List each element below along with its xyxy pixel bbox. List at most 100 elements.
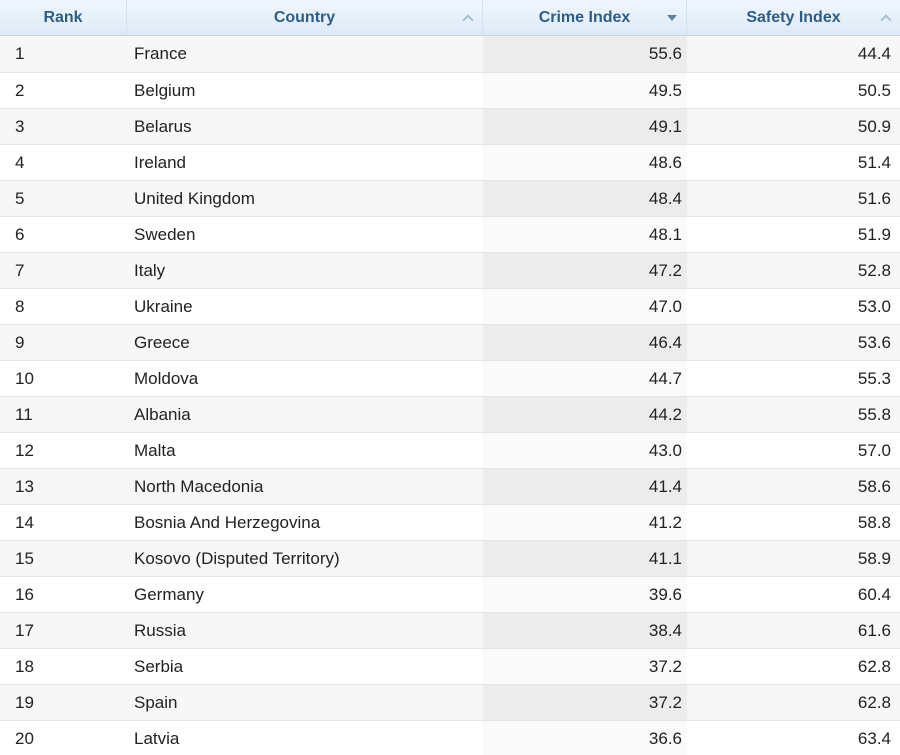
- crime-index-cell: 49.5: [483, 73, 687, 108]
- header-cell-crime-index[interactable]: Crime Index: [483, 0, 687, 35]
- rank-cell: 2: [15, 80, 25, 100]
- safety-index-cell: 55.8: [857, 404, 891, 424]
- country-cell: Belarus: [134, 116, 192, 136]
- safety-index-cell: 62.8: [857, 692, 891, 712]
- header-label-safety-index: Safety Index: [746, 8, 841, 26]
- rank-cell: 11: [15, 404, 33, 424]
- header-label-rank: Rank: [43, 8, 83, 26]
- rank-cell: 6: [15, 224, 25, 244]
- country-cell: Sweden: [134, 224, 196, 244]
- crime-index-cell: 46.4: [483, 325, 687, 360]
- rank-cell: 7: [15, 260, 25, 280]
- safety-index-cell: 50.5: [857, 80, 891, 100]
- crime-index-cell: 44.2: [483, 397, 687, 432]
- table-row: 8 Ukraine 47.0 53.0: [0, 288, 900, 324]
- country-cell: Malta: [134, 440, 176, 460]
- table-row: 18 Serbia 37.2 62.8: [0, 648, 900, 684]
- crime-index-cell: 39.6: [483, 577, 687, 612]
- country-cell: Serbia: [134, 656, 184, 676]
- country-cell: Moldova: [134, 368, 199, 388]
- rank-cell: 4: [15, 152, 25, 172]
- crime-index-cell: 38.4: [483, 613, 687, 648]
- sort-descending-icon: [667, 13, 677, 23]
- rank-cell: 1: [15, 44, 25, 63]
- table-row: 19 Spain 37.2 62.8: [0, 684, 900, 720]
- safety-index-cell: 53.0: [857, 296, 891, 316]
- rank-cell: 9: [15, 332, 25, 352]
- table-row: 5 United Kingdom 48.4 51.6: [0, 180, 900, 216]
- rank-cell: 12: [15, 440, 34, 460]
- safety-index-cell: 55.3: [857, 368, 891, 388]
- safety-index-cell: 58.9: [857, 548, 891, 568]
- table-row: 1 France 55.6 44.4: [0, 36, 900, 72]
- rank-cell: 5: [15, 188, 25, 208]
- rank-cell: 18: [15, 656, 34, 676]
- country-cell: Ukraine: [134, 296, 193, 316]
- crime-index-cell: 47.2: [483, 253, 687, 288]
- country-cell: Latvia: [134, 728, 180, 748]
- table-body: 1 France 55.6 44.4 2 Belgium 49.5 50.5 3…: [0, 36, 900, 755]
- table-row: 17 Russia 38.4 61.6: [0, 612, 900, 648]
- safety-index-cell: 62.8: [857, 656, 891, 676]
- header-cell-safety-index[interactable]: Safety Index: [687, 0, 900, 35]
- table-row: 13 North Macedonia 41.4 58.6: [0, 468, 900, 504]
- rank-cell: 20: [15, 728, 34, 748]
- sort-ascending-icon: [463, 13, 473, 23]
- crime-index-cell: 36.6: [483, 721, 687, 755]
- country-cell: Albania: [134, 404, 191, 424]
- safety-index-cell: 53.6: [857, 332, 891, 352]
- table-header-row: Rank Country Crime Index Safety Index: [0, 0, 900, 36]
- header-cell-country[interactable]: Country: [127, 0, 483, 35]
- country-cell: Spain: [134, 692, 178, 712]
- header-label-crime-index: Crime Index: [538, 8, 631, 26]
- country-cell: United Kingdom: [134, 188, 255, 208]
- rank-cell: 15: [15, 548, 34, 568]
- crime-index-cell: 37.2: [483, 685, 687, 720]
- crime-index-cell: 41.1: [483, 541, 687, 576]
- safety-index-cell: 58.6: [857, 476, 891, 496]
- country-cell: Russia: [134, 620, 186, 640]
- sort-ascending-icon: [881, 13, 891, 23]
- header-cell-rank[interactable]: Rank: [0, 0, 127, 35]
- safety-index-cell: 51.9: [857, 224, 891, 244]
- rank-cell: 16: [15, 584, 34, 604]
- table-row: 11 Albania 44.2 55.8: [0, 396, 900, 432]
- rank-cell: 19: [15, 692, 34, 712]
- table-row: 16 Germany 39.6 60.4: [0, 576, 900, 612]
- table-row: 20 Latvia 36.6 63.4: [0, 720, 900, 755]
- country-cell: Greece: [134, 332, 190, 352]
- crime-index-cell: 48.6: [483, 145, 687, 180]
- table-row: 3 Belarus 49.1 50.9: [0, 108, 900, 144]
- crime-index-cell: 49.1: [483, 109, 687, 144]
- rank-cell: 3: [15, 116, 25, 136]
- crime-index-cell: 37.2: [483, 649, 687, 684]
- country-cell: Italy: [134, 260, 166, 280]
- safety-index-cell: 44.4: [857, 44, 891, 63]
- crime-index-cell: 48.1: [483, 217, 687, 252]
- safety-index-cell: 50.9: [857, 116, 891, 136]
- crime-index-cell: 48.4: [483, 181, 687, 216]
- crime-index-cell: 41.4: [483, 469, 687, 504]
- table-row: 12 Malta 43.0 57.0: [0, 432, 900, 468]
- table-row: 9 Greece 46.4 53.6: [0, 324, 900, 360]
- safety-index-cell: 51.6: [857, 188, 891, 208]
- safety-index-cell: 60.4: [857, 584, 891, 604]
- crime-index-cell: 47.0: [483, 289, 687, 324]
- table-row: 7 Italy 47.2 52.8: [0, 252, 900, 288]
- rank-cell: 10: [15, 368, 34, 388]
- safety-index-cell: 61.6: [857, 620, 891, 640]
- rank-cell: 13: [15, 476, 34, 496]
- rank-cell: 8: [15, 296, 25, 316]
- safety-index-cell: 51.4: [857, 152, 891, 172]
- country-cell: Bosnia And Herzegovina: [134, 512, 321, 532]
- table-row: 14 Bosnia And Herzegovina 41.2 58.8: [0, 504, 900, 540]
- table-row: 6 Sweden 48.1 51.9: [0, 216, 900, 252]
- rank-cell: 14: [15, 512, 34, 532]
- crime-index-cell: 43.0: [483, 433, 687, 468]
- rank-cell: 17: [15, 620, 34, 640]
- country-cell: Ireland: [134, 152, 186, 172]
- safety-index-cell: 63.4: [857, 728, 891, 748]
- safety-index-cell: 52.8: [857, 260, 891, 280]
- table-row: 15 Kosovo (Disputed Territory) 41.1 58.9: [0, 540, 900, 576]
